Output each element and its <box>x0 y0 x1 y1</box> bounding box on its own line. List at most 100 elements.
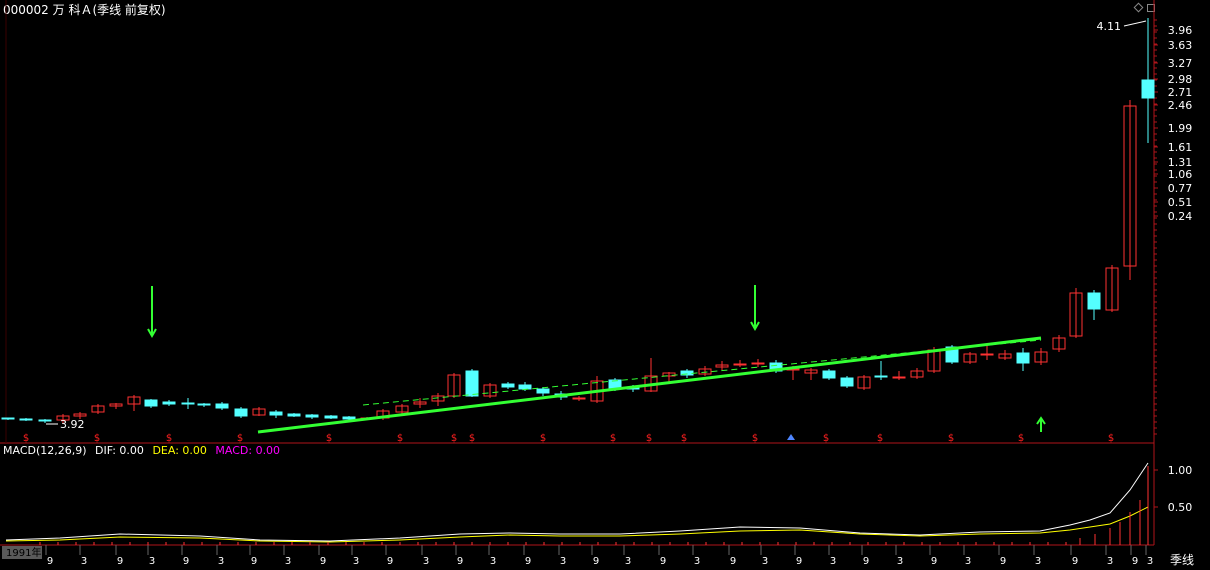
dividend-marker-icon: $ <box>823 433 829 444</box>
time-axis-label: 3 <box>218 556 224 567</box>
price-axis-label: 3.63 <box>1168 39 1193 52</box>
time-axis-label: 9 <box>931 556 937 567</box>
dividend-marker-icon: $ <box>469 433 475 444</box>
time-axis-label: 9 <box>251 556 257 567</box>
candle-body <box>963 353 977 363</box>
candle-body <box>1141 79 1155 99</box>
dividend-marker-icon: $ <box>326 433 332 444</box>
dividend-marker-icon: $ <box>646 433 652 444</box>
time-axis-label: 9 <box>593 556 599 567</box>
dea-line <box>5 506 1149 543</box>
candle-body <box>234 408 248 417</box>
dividend-marker-icon: $ <box>948 433 954 444</box>
time-axis-label: 3 <box>353 556 359 567</box>
candle-body <box>822 370 836 379</box>
dividend-marker-icon: $ <box>94 433 100 444</box>
candle-body <box>395 405 409 413</box>
time-axis-label: 3 <box>285 556 291 567</box>
dividend-marker-icon: $ <box>397 433 403 444</box>
time-axis-label: 3 <box>897 556 903 567</box>
candle-body <box>197 403 211 406</box>
candle-body <box>342 416 356 420</box>
candle-body <box>431 395 445 402</box>
candle-body <box>536 388 550 394</box>
price-axis-label: 3.96 <box>1168 24 1193 37</box>
candle-body <box>1016 352 1030 364</box>
time-axis-label: 9 <box>863 556 869 567</box>
period-tab[interactable]: 季线 <box>1170 553 1195 567</box>
price-axis-label: 1.99 <box>1168 122 1193 135</box>
time-axis-label: 3 <box>1147 556 1153 567</box>
time-axis-label: 9 <box>387 556 393 567</box>
candle-body <box>324 415 338 419</box>
price-axis-label: 3.27 <box>1168 57 1193 70</box>
time-axis-label: 3 <box>423 556 429 567</box>
time-axis-label: 3 <box>694 556 700 567</box>
low-price-label: 3.92 <box>60 418 85 431</box>
candle-body <box>1123 105 1137 267</box>
dividend-marker-icon: $ <box>451 433 457 444</box>
candle-body <box>857 376 871 389</box>
dividend-marker-icon: $ <box>540 433 546 444</box>
price-axis-label: 2.98 <box>1168 73 1193 86</box>
price-axis-label: 1.06 <box>1168 168 1193 181</box>
candle-body <box>662 372 676 377</box>
time-axis-label: 9 <box>457 556 463 567</box>
dividend-marker-icon: $ <box>877 433 883 444</box>
candle-body <box>751 362 765 365</box>
time-axis-label: 9 <box>660 556 666 567</box>
candle-body <box>465 370 479 397</box>
stock-title: 000002 万 科Ａ(季线 前复权) <box>3 3 166 17</box>
year-label-bg <box>2 546 42 559</box>
candle-body <box>38 419 52 422</box>
time-axis-label: 3 <box>81 556 87 567</box>
green-up-arrow-icon <box>1036 416 1046 425</box>
dividend-marker-icon: $ <box>1108 433 1114 444</box>
candle-body <box>162 401 176 405</box>
candle-body <box>998 353 1012 359</box>
candle-body <box>501 383 515 388</box>
candle-body <box>804 369 818 374</box>
candle-body <box>572 397 586 400</box>
macd-axis-label: 1.00 <box>1168 464 1193 477</box>
price-axis-label: 0.77 <box>1168 182 1193 195</box>
year-label: 1991年 <box>6 546 41 559</box>
candle-body <box>1087 292 1101 310</box>
trend-line <box>257 336 1042 434</box>
candle-body <box>127 396 141 405</box>
info-marker-icon <box>787 434 795 440</box>
dividend-marker-icon: $ <box>1018 433 1024 444</box>
candle-body <box>56 415 70 421</box>
time-axis-label: 9 <box>525 556 531 567</box>
time-axis-label: 3 <box>1107 556 1113 567</box>
price-axis-label: 0.51 <box>1168 196 1193 209</box>
time-axis-label: 9 <box>320 556 326 567</box>
candle-body <box>1105 267 1119 311</box>
candle-body <box>19 418 33 421</box>
time-axis-label: 3 <box>625 556 631 567</box>
time-axis-label: 9 <box>1072 556 1078 567</box>
dividend-marker-icon: $ <box>610 433 616 444</box>
price-axis-label: 0.24 <box>1168 210 1193 223</box>
dividend-marker-icon: $ <box>237 433 243 444</box>
candle-body <box>698 368 712 375</box>
dividend-marker-icon: $ <box>681 433 687 444</box>
dividend-marker-icon: $ <box>166 433 172 444</box>
candle-body <box>1 417 15 420</box>
macd-axis-label: 0.50 <box>1168 501 1193 514</box>
time-axis-label: 9 <box>1132 556 1138 567</box>
time-axis-label: 3 <box>965 556 971 567</box>
candle-body <box>483 384 497 397</box>
candle-body <box>1069 292 1083 337</box>
time-axis-label: 9 <box>117 556 123 567</box>
candle-body <box>181 402 195 405</box>
time-axis-label: 3 <box>490 556 496 567</box>
candle-body <box>252 408 266 416</box>
time-axis-label: 3 <box>830 556 836 567</box>
candle-body <box>733 363 747 366</box>
trend-line-dashed <box>362 339 1042 406</box>
price-axis-label: 2.46 <box>1168 99 1193 112</box>
candle-body <box>73 413 87 417</box>
